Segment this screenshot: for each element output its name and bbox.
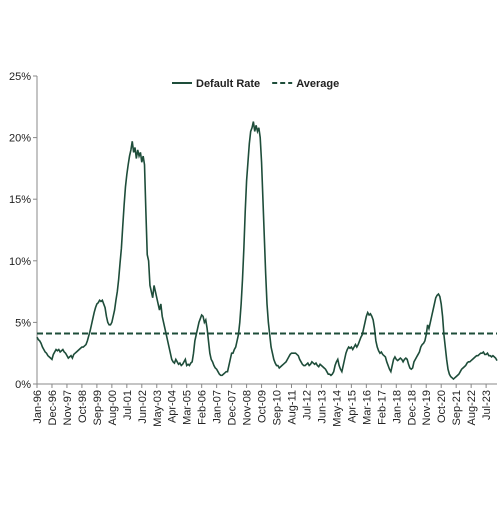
x-tick-label: Oct-20: [436, 390, 448, 423]
x-tick-label: Mar-16: [361, 390, 373, 425]
x-tick-label: Nov-08: [242, 390, 254, 425]
y-tick-label: 25%: [9, 71, 31, 83]
x-tick-label: Sep-10: [272, 390, 284, 425]
x-tick-label: Nov-97: [62, 390, 74, 425]
x-tick-label: Aug-22: [466, 390, 478, 425]
x-tick-label: May-14: [331, 390, 343, 427]
x-tick-label: Jul-23: [481, 390, 493, 420]
legend-label: Default Rate: [196, 78, 260, 90]
x-tick-label: Jan-96: [32, 390, 44, 424]
x-tick-label: Jun-02: [137, 390, 149, 424]
x-tick-label: Mar-05: [182, 390, 194, 425]
x-tick-label: Oct-09: [257, 390, 269, 423]
default-rate-line: [36, 121, 498, 381]
y-tick-label: 10%: [9, 256, 31, 268]
x-tick-label: Dec-07: [227, 390, 239, 425]
x-tick-label: Sep-99: [92, 390, 104, 425]
x-tick-label: Feb-06: [197, 390, 209, 425]
x-tick-label: Apr-15: [346, 390, 358, 423]
y-tick-label: 20%: [9, 133, 31, 145]
x-tick-label: Aug-00: [107, 390, 119, 425]
x-tick-label: Jan-07: [212, 390, 224, 424]
y-tick-label: 5%: [15, 317, 31, 329]
x-tick-label: Sep-21: [451, 390, 463, 425]
x-tick-label: Oct-98: [77, 390, 89, 423]
x-tick-label: Nov-19: [421, 390, 433, 425]
x-tick-label: May-03: [152, 390, 164, 427]
x-tick-label: Dec-18: [406, 390, 418, 425]
x-tick-label: Jan-18: [391, 390, 403, 424]
x-tick-label: Aug-11: [286, 390, 298, 425]
x-tick-label: Feb-17: [376, 390, 388, 425]
x-tick-label: Jul-12: [301, 390, 313, 420]
y-tick-label: 15%: [9, 194, 31, 206]
x-tick-label: Jun-13: [316, 390, 328, 424]
x-tick-label: Dec-96: [47, 390, 59, 425]
x-tick-label: Apr-04: [167, 390, 179, 423]
legend-label: Average: [296, 78, 339, 90]
y-tick-label: 0%: [15, 379, 31, 391]
x-tick-label: Jul-01: [122, 390, 134, 420]
